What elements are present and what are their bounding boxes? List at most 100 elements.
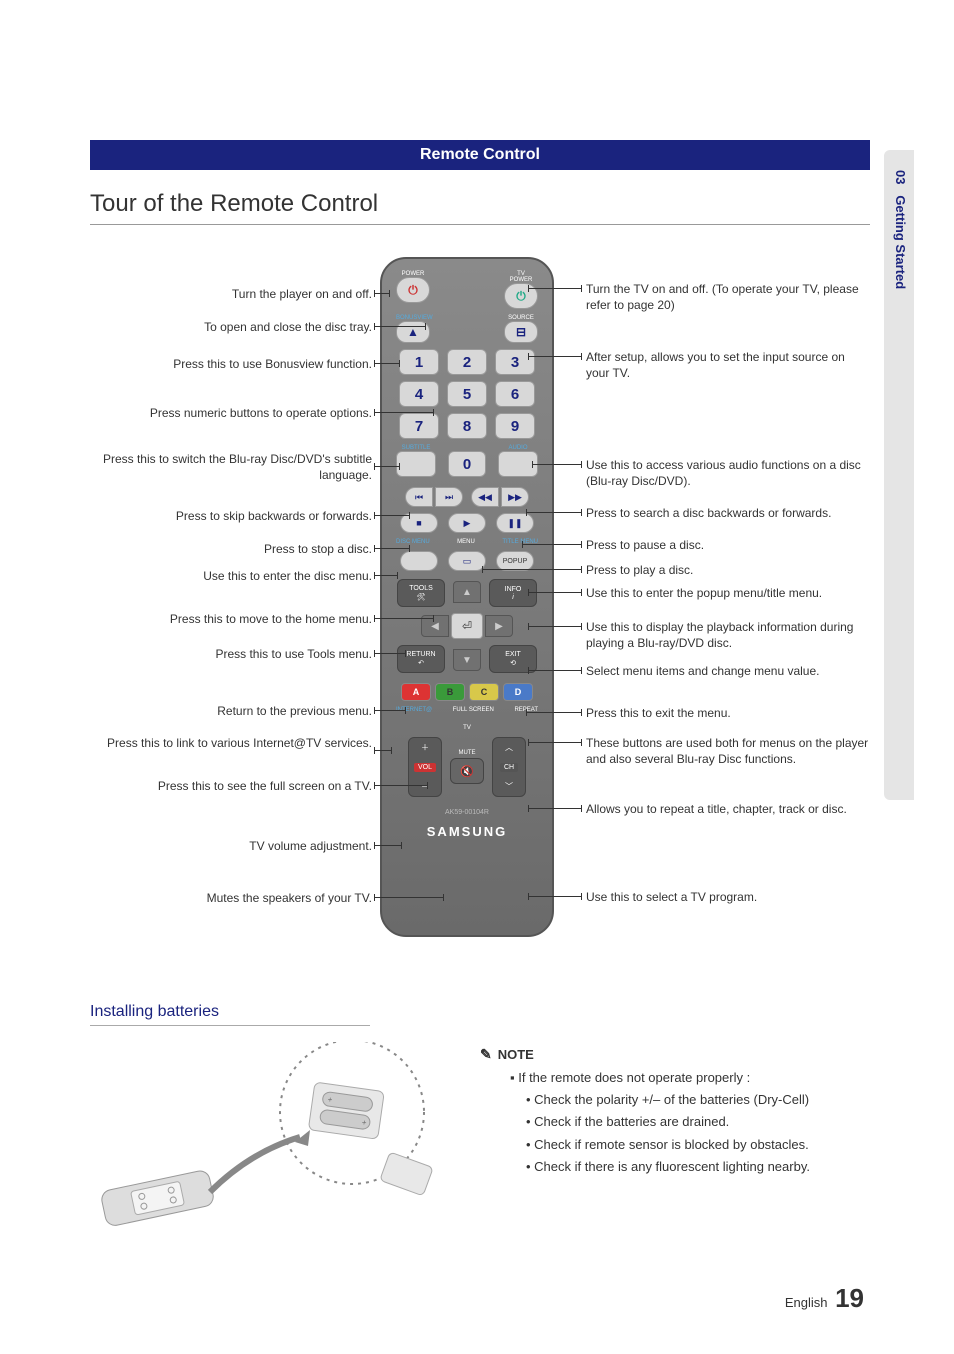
lead-line: [528, 742, 582, 743]
lead-line: [526, 512, 582, 513]
lead-line: [374, 710, 406, 711]
note-lead: If the remote does not operate properly …: [510, 1069, 870, 1087]
side-tab-text: 03 Getting Started: [893, 170, 908, 289]
color-c-button[interactable]: C: [469, 683, 499, 701]
page-footer: English 19: [785, 1283, 864, 1314]
exit-text: EXIT: [505, 651, 521, 658]
callout-left: Press this to link to various Internet@T…: [90, 735, 372, 751]
power-button[interactable]: ⏻: [396, 277, 430, 303]
lead-line: [526, 712, 582, 713]
lead-line: [374, 466, 400, 467]
note-heading-text: NOTE: [498, 1047, 534, 1062]
num-1[interactable]: 1: [399, 349, 439, 375]
callout-right: Press to pause a disc.: [586, 537, 870, 553]
lead-line: [374, 750, 392, 751]
color-d-button[interactable]: D: [503, 683, 533, 701]
lead-line: [528, 896, 582, 897]
bonusview-label: BONUSVIEW: [396, 315, 433, 321]
num-3[interactable]: 3: [495, 349, 535, 375]
pause-button[interactable]: ❚❚: [496, 513, 534, 533]
footer-lang: English: [785, 1295, 828, 1310]
tv-cluster: ＋ VOL － MUTE 🔇 ︿ CH ﹀: [408, 737, 526, 797]
note-icon: ✎: [480, 1046, 492, 1063]
bottom-area: + + ✎ NOTE If the remote does not operat…: [90, 1042, 870, 1262]
search-back-button[interactable]: ◀◀: [471, 487, 499, 507]
callout-right: Turn the TV on and off. (To operate your…: [586, 281, 870, 313]
skip-fwd-button[interactable]: ⏭: [435, 487, 463, 507]
popup-button[interactable]: POPUP: [496, 551, 534, 571]
callout-right: Use this to enter the popup menu/title m…: [586, 585, 870, 601]
search-fwd-button[interactable]: ▶▶: [501, 487, 529, 507]
callout-left: Return to the previous menu.: [90, 703, 372, 719]
callout-right: Use this to access various audio functio…: [586, 457, 870, 489]
callout-left: Press numeric buttons to operate options…: [90, 405, 372, 421]
callout-right: Allows you to repeat a title, chapter, t…: [586, 801, 870, 817]
num-5[interactable]: 5: [447, 381, 487, 407]
callout-left: Press this to switch the Blu-ray Disc/DV…: [90, 451, 372, 483]
lead-line: [374, 515, 410, 516]
exit-button[interactable]: EXIT⟲: [489, 645, 537, 673]
menu-button[interactable]: ▭: [448, 551, 486, 571]
lead-line: [374, 653, 406, 654]
disc-menu-button[interactable]: [400, 551, 438, 571]
up-button[interactable]: ▲: [453, 581, 481, 603]
num-6[interactable]: 6: [495, 381, 535, 407]
color-b-button[interactable]: B: [435, 683, 465, 701]
callout-left: TV volume adjustment.: [90, 838, 372, 854]
note-bullet-3: Check if remote sensor is blocked by obs…: [510, 1136, 870, 1154]
lead-line: [374, 326, 426, 327]
right-button[interactable]: ▶: [485, 615, 513, 637]
enter-button[interactable]: ⏎: [451, 613, 483, 639]
note-bullet-4: Check if there is any fluorescent lighti…: [510, 1158, 870, 1176]
callout-right: Select menu items and change menu value.: [586, 663, 870, 679]
model-number: AK59-00104R: [445, 809, 489, 816]
lead-line: [528, 592, 582, 593]
lead-line: [374, 363, 400, 364]
power-label: POWER: [396, 271, 430, 277]
callout-right: Use this to select a TV program.: [586, 889, 870, 905]
info-button[interactable]: INFOi: [489, 579, 537, 607]
num-9[interactable]: 9: [495, 413, 535, 439]
return-text: RETURN: [406, 651, 435, 658]
num-0[interactable]: 0: [448, 451, 486, 477]
callout-right: Use this to display the playback informa…: [586, 619, 870, 651]
disc-menu-label: DISC MENU: [396, 539, 430, 545]
tools-button[interactable]: TOOLS🛠: [397, 579, 445, 607]
num-2[interactable]: 2: [447, 349, 487, 375]
callout-right: These buttons are used both for menus on…: [586, 735, 870, 767]
source-button[interactable]: ⊟: [504, 321, 538, 343]
tv-power-button[interactable]: ⏻: [504, 283, 538, 309]
stop-button[interactable]: ■: [400, 513, 438, 533]
vol-plus-icon: ＋: [421, 742, 429, 753]
note-column: ✎ NOTE If the remote does not operate pr…: [480, 1042, 870, 1262]
color-a-button[interactable]: A: [401, 683, 431, 701]
skip-back-button[interactable]: ⏮: [405, 487, 433, 507]
tools-text: TOOLS: [409, 585, 433, 592]
mute-button[interactable]: 🔇: [450, 758, 484, 784]
callout-left: Press this to use Bonusview function.: [90, 356, 372, 372]
num-8[interactable]: 8: [447, 413, 487, 439]
lead-line: [374, 618, 434, 619]
lead-line: [532, 464, 582, 465]
callout-left: Turn the player on and off.: [90, 286, 372, 302]
fullscreen-label: FULL SCREEN: [453, 707, 494, 713]
callout-right: After setup, allows you to set the input…: [586, 349, 870, 381]
num-4[interactable]: 4: [399, 381, 439, 407]
subtitle-label: SUBTITLE: [396, 445, 436, 451]
vol-rocker[interactable]: ＋ VOL －: [408, 737, 442, 797]
return-icon: ↶: [418, 659, 424, 667]
subtitle-button[interactable]: [396, 451, 436, 477]
lead-line: [374, 412, 434, 413]
note-heading: ✎ NOTE: [480, 1046, 870, 1063]
footer-page: 19: [835, 1283, 864, 1313]
source-label: SOURCE: [504, 315, 538, 321]
lead-line: [374, 575, 398, 576]
note-bullet-2: Check if the batteries are drained.: [510, 1113, 870, 1131]
exit-icon: ⟲: [510, 659, 516, 667]
ch-rocker[interactable]: ︿ CH ﹀: [492, 737, 526, 797]
down-button[interactable]: ▼: [453, 649, 481, 671]
play-button[interactable]: ▶: [448, 513, 486, 533]
lead-line: [482, 569, 582, 570]
chapter-name: Getting Started: [893, 195, 908, 289]
num-7[interactable]: 7: [399, 413, 439, 439]
